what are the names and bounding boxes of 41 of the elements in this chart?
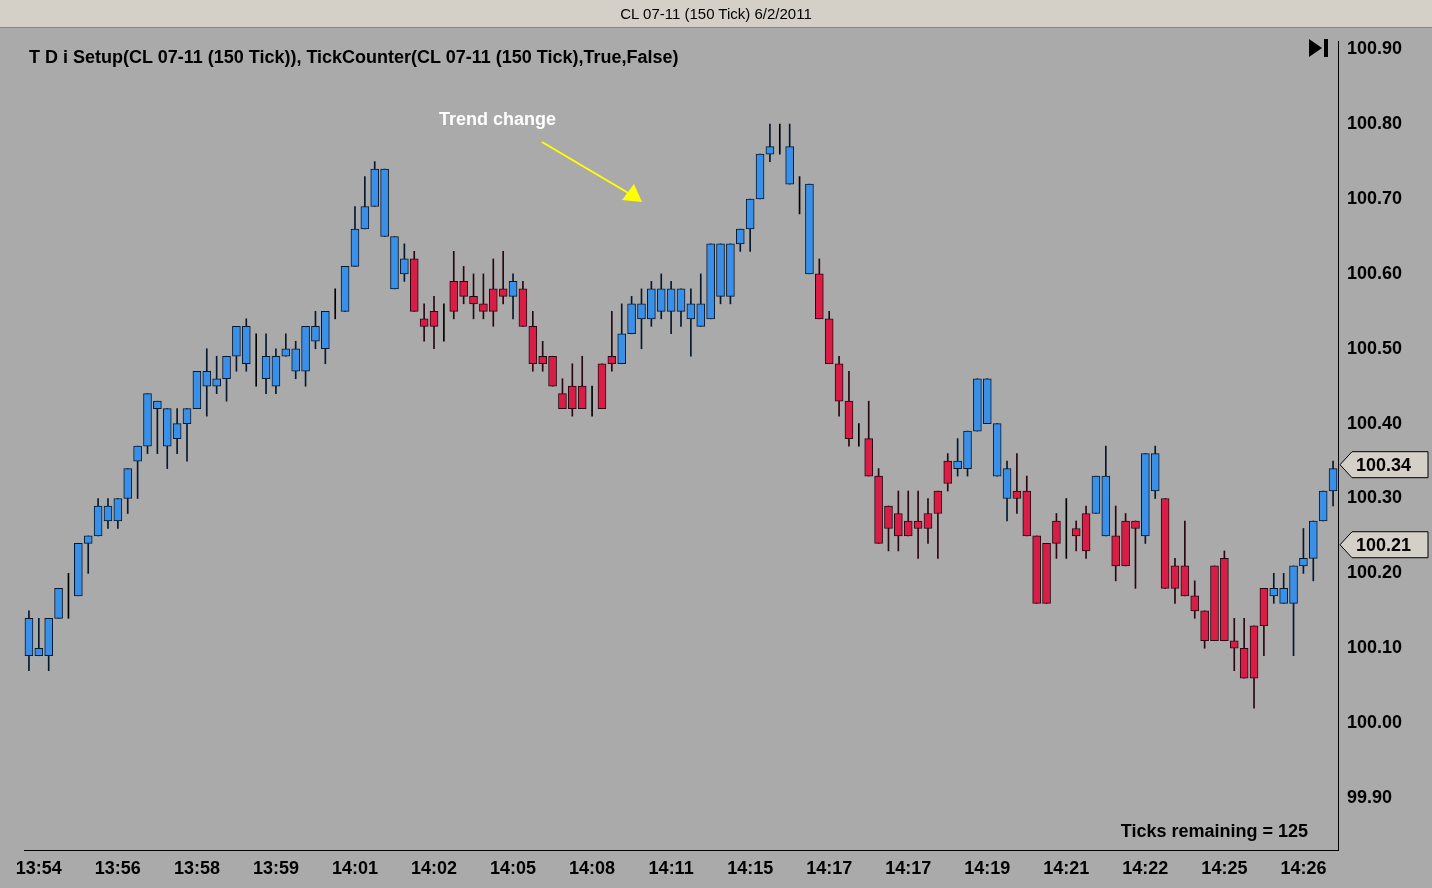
y-tick-label: 100.20 bbox=[1347, 562, 1403, 583]
x-tick-label: 14:01 bbox=[331, 858, 378, 879]
candlestick bbox=[1269, 573, 1279, 604]
x-tick-label: 14:17 bbox=[806, 858, 853, 879]
x-tick-label: 13:58 bbox=[173, 858, 220, 879]
y-tick-label: 100.70 bbox=[1347, 188, 1403, 208]
text: 100.21 bbox=[1356, 534, 1412, 555]
x-tick-label: 14:26 bbox=[1280, 858, 1327, 879]
y-tick-label: 100.80 bbox=[1347, 113, 1403, 134]
y-tick-label: 100.10 bbox=[1347, 637, 1403, 658]
y-tick-label: 100.00 bbox=[1347, 712, 1403, 733]
x-tick-label: 14:17 bbox=[885, 858, 932, 879]
x-tick-label: 14:22 bbox=[1122, 858, 1169, 879]
x-tick-label: 14:21 bbox=[1043, 858, 1090, 879]
y-tick-label: 100.40 bbox=[1347, 412, 1403, 433]
chart-subtitle: T D i Setup(CL 07-11 (150 Tick)), TickCounter(CL 07-11 (150 Tick),True,False) bbox=[29, 46, 679, 67]
x-tick-label: 14:05 bbox=[490, 858, 537, 879]
y-tick-label: 100.30 bbox=[1347, 487, 1403, 508]
candlestick bbox=[1229, 617, 1239, 672]
x-tick-label: 14:08 bbox=[569, 858, 616, 879]
x-tick-label: 13:56 bbox=[94, 858, 141, 879]
text: 100.34 bbox=[1356, 454, 1412, 475]
candlestick bbox=[538, 340, 548, 372]
x-tick-label: 14:11 bbox=[648, 858, 694, 879]
candlestick bbox=[419, 303, 429, 342]
x-tick-label: 13:54 bbox=[15, 858, 62, 879]
x-tick-label: 14:19 bbox=[964, 858, 1011, 879]
y-tick-label: 100.90 bbox=[1347, 38, 1403, 59]
y-tick-label: 100.60 bbox=[1347, 262, 1403, 283]
annotation: Trend change bbox=[439, 108, 557, 129]
x-tick-label: 14:15 bbox=[727, 858, 774, 879]
x-tick-label: 14:02 bbox=[410, 858, 458, 879]
candlestick bbox=[83, 535, 93, 574]
annotation: Ticks remaining = 125 bbox=[1120, 821, 1308, 842]
x-tick-label: 14:25 bbox=[1201, 858, 1248, 879]
chart-title: CL 07-11 (150 Tick) 6/2/2011 bbox=[0, 0, 1432, 28]
y-tick-label: 100.50 bbox=[1347, 337, 1403, 358]
x-tick-label: 13:59 bbox=[252, 858, 299, 879]
y-tick-label: 99.90 bbox=[1347, 786, 1393, 807]
candlestick bbox=[202, 348, 212, 417]
candlestick bbox=[34, 617, 44, 657]
